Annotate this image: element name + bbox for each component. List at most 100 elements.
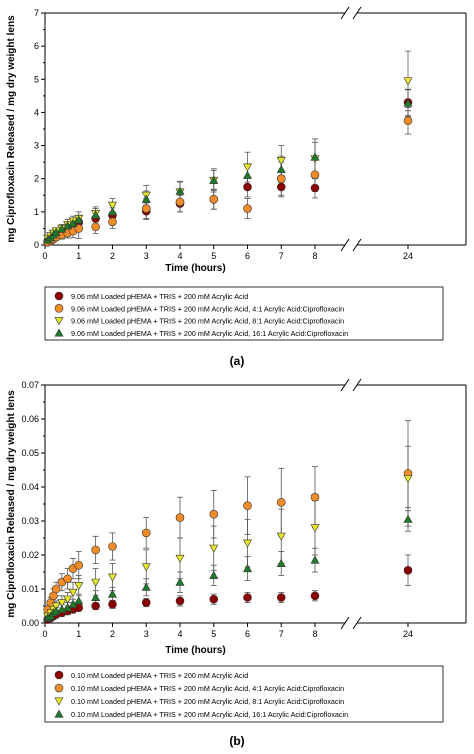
panel-a-axis-break-mark (340, 238, 350, 252)
panel-a-series-2-point (209, 194, 219, 204)
panel-b-series-1-point (175, 596, 185, 606)
panel-a-series-4-point (242, 170, 253, 179)
panel-a-y-tick-label: 6 (34, 41, 39, 51)
panel-b-y-tick-label: 0.03 (21, 516, 39, 526)
panel-b-legend-marker-2 (54, 683, 64, 693)
panel-a-legend-box (44, 286, 444, 341)
panel-b-axis-break-mark (352, 378, 362, 392)
panel-b-series-4-point (310, 555, 320, 564)
panel-a-axis-break-mark (352, 6, 362, 20)
panel-a-legend-marker-2 (54, 304, 64, 313)
panel-b-series-3-point (242, 539, 253, 548)
panel-a-x-tick-label: 7 (279, 251, 284, 261)
panel-b-x-tick-label: 8 (312, 629, 317, 639)
panel-a-legend-marker-4 (54, 328, 64, 337)
panel-b-y-tick-label: 0.01 (21, 584, 39, 594)
panel-a-x-tick-label: 3 (144, 251, 149, 261)
panel-b-x-tick-label: 0 (42, 629, 47, 639)
panel-a-series-2-point (243, 204, 252, 213)
panel-a-series-4-point (91, 210, 101, 219)
panel-a-series-4-point (74, 215, 84, 224)
panel-a-y-tick-label: 2 (34, 174, 39, 184)
panel-a-series-4-point (403, 98, 413, 107)
panel-a-series-4-point (276, 164, 286, 173)
panel-a-series-2-point (310, 170, 320, 180)
panel-b-series-2-point (63, 574, 72, 584)
panel-a-x-tick-label: 1 (76, 251, 81, 261)
panel-b-axis-break-mark (352, 616, 362, 630)
panel-b-series-2-point (310, 492, 320, 502)
panel-a-series-4-point (209, 175, 219, 184)
panel-a-y-tick-label: 4 (34, 107, 39, 117)
panel-b-series-3-point (91, 578, 101, 587)
panel-b-x-tick-label: 7 (279, 629, 284, 639)
panel-a-series-3-point (242, 163, 253, 172)
panel-b-x-axis-label: Time (hours) (165, 645, 225, 656)
panel-b-series-4-point (209, 570, 219, 579)
panel-b-axis-break-mark (340, 616, 350, 630)
panel-a-x-tick-label: 6 (245, 251, 250, 261)
panel-a-x-tick-label: 4 (177, 251, 182, 261)
panel-b-series-3-point (141, 563, 151, 572)
panel-a-series-4-point (141, 194, 151, 203)
panel-a-series-2-point (175, 197, 185, 207)
panel-a-legend-marker-3 (54, 317, 64, 326)
panel-b-label: (b) (229, 734, 244, 748)
panel-a-series-2-point (91, 222, 100, 232)
panel-a-x-tick-label: 0 (42, 251, 47, 261)
panel-a-series-1-point (276, 182, 286, 192)
panel-a-series-4-point (175, 186, 185, 195)
panel-a-y-axis-label: mg Ciprofloxacin Released / mg dry weigh… (6, 15, 17, 243)
panel-b-legend-label-1: 0.10 mM Loaded pHEMA + TRIS + 200 mM Acr… (71, 671, 248, 680)
panel-b-legend-label-2: 0.10 mM Loaded pHEMA + TRIS + 200 mM Acr… (71, 684, 344, 693)
panel-b-x-tick-label: 24 (403, 629, 413, 639)
panel-a-series-2-point (403, 116, 413, 126)
panel-a-series-1-point (243, 182, 252, 192)
panel-a-y-tick-label: 1 (34, 207, 39, 217)
panel-a-series-4-point (310, 152, 320, 161)
panel-b-series-1-point (276, 593, 286, 602)
panel-b-series-1-point (141, 598, 151, 607)
panel-b-legend-marker-1 (54, 670, 64, 680)
panel-b-axis-break-mark (340, 378, 350, 392)
panel-a-legend-label-2: 9.06 mM Loaded pHEMA + TRIS + 200 mM Acr… (71, 304, 344, 313)
panel-b-x-tick-label: 6 (245, 629, 250, 639)
panel-b-series-3-point (74, 582, 84, 591)
panel-b-x-tick-label: 3 (144, 629, 149, 639)
panel-b-x-tick-label: 5 (211, 629, 216, 639)
panel-b-series-1-point (91, 601, 100, 611)
panel-b-series-4-point (74, 596, 84, 605)
panel-b-legend-box (44, 665, 444, 723)
panel-a-x-axis-label: Time (hours) (165, 263, 225, 274)
panel-a-x-tick-label: 24 (403, 251, 413, 261)
panel-b-y-tick-label: 0.07 (21, 380, 39, 390)
panel-a-y-tick-label: 5 (34, 74, 39, 84)
panel-b-y-tick-label: 0.00 (21, 618, 39, 628)
panel-b-series-4-point (175, 577, 185, 586)
panel-b-series-4-point (403, 514, 413, 523)
panel-b-series-3-point (107, 573, 118, 582)
panel-b-y-tick-label: 0.06 (21, 414, 39, 424)
panel-a-x-tick-label: 5 (211, 251, 216, 261)
panel-b-series-3-point (51, 602, 61, 611)
panel-a-legend-label-1: 9.06 mM Loaded pHEMA + TRIS + 200 mM Acr… (71, 292, 248, 301)
panel-a-y-tick-label: 7 (34, 8, 39, 18)
panel-a-series-4-point (107, 207, 118, 216)
panel-b-series-4-point (141, 582, 151, 591)
panel-a-axis-break-mark (352, 238, 362, 252)
panel-b-series-2-point (276, 497, 286, 507)
panel-b-series-4-point (242, 563, 253, 573)
panel-b-series-2-point (209, 509, 219, 519)
panel-b-series-2-point (74, 560, 84, 570)
panel-b-series-2-point (175, 513, 185, 522)
panel-b-series-3-point (310, 524, 320, 533)
panel-a-series-3-point (107, 201, 118, 210)
panel-a-series-3-point (276, 156, 286, 166)
panel-a-series-1-point (310, 183, 320, 193)
panel-b-legend-label-4: 0.10 mM Loaded pHEMA + TRIS + 200 mM Acr… (71, 710, 348, 719)
panel-b-legend-marker-4 (54, 709, 64, 718)
panel-b-y-axis-label: mg Ciprofloxacin Released / mg dry weigh… (6, 390, 17, 618)
panel-b-series-4-point (107, 589, 118, 598)
panel-b-x-tick-label: 2 (110, 629, 115, 639)
panel-b-series-3-point (57, 599, 67, 608)
